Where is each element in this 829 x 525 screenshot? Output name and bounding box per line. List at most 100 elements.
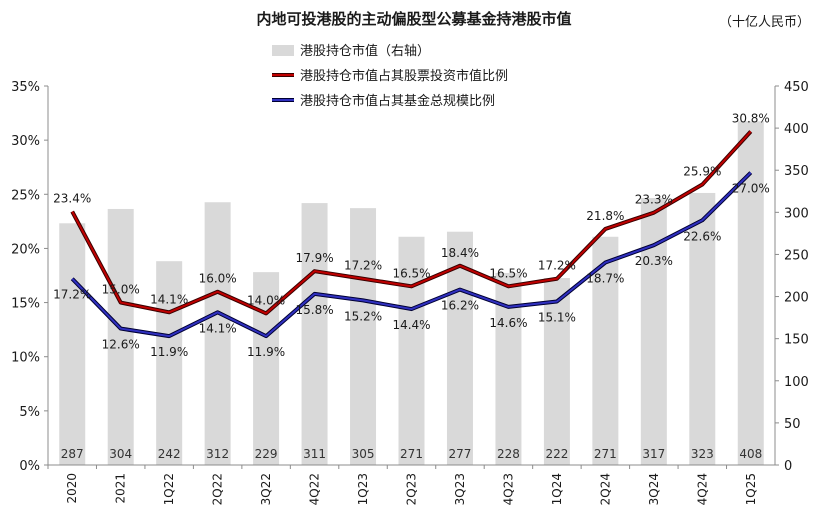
bar-label-3Q24: 317 [642, 447, 665, 461]
lines [70, 130, 753, 339]
bar-label-1Q24: 222 [545, 447, 568, 461]
left-tick-label: 20% [11, 242, 40, 257]
left-tick-label: 30% [11, 134, 40, 149]
bar-2Q23 [398, 236, 425, 465]
line1-label-2Q22: 16.0% [199, 272, 237, 286]
x-tick-label-1Q22: 1Q22 [162, 473, 176, 505]
line2-label-2Q22: 14.1% [199, 321, 237, 335]
bar-2Q22 [204, 202, 231, 465]
bars: 287 304 242 312 229 311 305 271 277 228 222 271 317 3… [59, 121, 764, 465]
right-tick-label: 350 [784, 164, 809, 179]
line2-label-4Q22: 15.8% [296, 303, 334, 317]
bar-label-4Q22: 311 [303, 447, 326, 461]
left-tick-label: 5% [19, 405, 40, 420]
left-tick-label: 25% [11, 188, 40, 203]
line1-label-3Q24: 23.3% [635, 193, 673, 207]
bar-label-1Q25: 408 [739, 447, 762, 461]
x-tick-label-2021: 2021 [114, 473, 128, 504]
line-series-2 [71, 171, 752, 338]
bar-label-4Q24: 323 [691, 447, 714, 461]
bar-2020 [59, 223, 86, 465]
data-labels: 23.4% 15.0% 14.1% 16.0% 14.0% 17.9% 17.2% 16.5%… [53, 111, 770, 359]
bar-1Q23 [350, 208, 377, 465]
right-tick-label: 400 [784, 122, 809, 137]
line1-label-2021: 15.0% [102, 283, 140, 297]
line2-label-1Q25: 27.0% [732, 182, 770, 196]
left-tick-label: 10% [11, 351, 40, 366]
bar-label-2Q23: 271 [400, 447, 423, 461]
line2-label-4Q24: 22.6% [683, 229, 721, 243]
line2-label-2020: 17.2% [53, 288, 91, 302]
bar-label-1Q23: 305 [352, 447, 375, 461]
bar-label-2Q22: 312 [206, 447, 229, 461]
x-tick-label-4Q24: 4Q24 [695, 473, 709, 505]
bar-3Q24 [640, 198, 667, 465]
x-tick-label-2Q22: 2Q22 [211, 473, 225, 505]
right-tick-label: 250 [784, 248, 809, 263]
bar-4Q22 [301, 203, 328, 465]
x-tick-label-3Q24: 3Q24 [647, 473, 661, 505]
bar-label-2021: 304 [109, 447, 132, 461]
line1-label-3Q22: 14.0% [247, 293, 285, 307]
left-tick-label: 0% [19, 459, 40, 474]
line2-label-3Q24: 20.3% [635, 254, 673, 268]
legend-swatch-bar [272, 45, 294, 56]
x-tick-label-4Q23: 4Q23 [501, 473, 515, 505]
line2-label-3Q22: 11.9% [247, 345, 285, 359]
line1-label-4Q22: 17.9% [296, 251, 334, 265]
axes: 0% 5% 10% 15% 20% 25% 30% 35% 0 50 100 150 200 250 300… [11, 80, 809, 505]
line2-label-3Q23: 16.2% [441, 299, 479, 313]
line-series-1 [71, 130, 752, 315]
x-tick-label-1Q23: 1Q23 [356, 473, 370, 505]
right-tick-label: 150 [784, 333, 809, 348]
line1-label-3Q23: 18.4% [441, 246, 479, 260]
bar-1Q24 [543, 278, 570, 465]
bar-label-3Q23: 277 [449, 447, 472, 461]
right-tick-label: 0 [784, 459, 792, 474]
line1-label-2Q23: 16.5% [392, 266, 430, 280]
line1-label-4Q24: 25.9% [683, 165, 721, 179]
line1-label-4Q23: 16.5% [489, 266, 527, 280]
left-tick-label: 15% [11, 297, 40, 312]
line2-label-1Q24: 15.1% [538, 310, 576, 324]
x-tick-label-3Q23: 3Q23 [453, 473, 467, 505]
line2-label-2Q23: 14.4% [392, 318, 430, 332]
line1-label-1Q22: 14.1% [150, 292, 188, 306]
legend-label-line1: 港股持仓市值占其股票投资市值比例 [300, 68, 508, 84]
left-tick-label: 35% [11, 80, 40, 95]
bar-label-2020: 287 [61, 447, 84, 461]
right-tick-label: 200 [784, 291, 809, 306]
x-tick-label-1Q25: 1Q25 [744, 473, 758, 505]
bar-1Q22 [156, 261, 183, 465]
bar-label-2Q24: 271 [594, 447, 617, 461]
line2-label-2Q24: 18.7% [586, 272, 624, 286]
right-tick-label: 100 [784, 375, 809, 390]
legend-label-bar: 港股持仓市值（右轴） [300, 43, 430, 59]
unit-label: （十亿人民币） [719, 15, 810, 30]
bar-label-3Q22: 229 [255, 447, 278, 461]
bar-2Q24 [592, 236, 619, 465]
line2-label-1Q23: 15.2% [344, 309, 382, 323]
legend: 港股持仓市值（右轴） 港股持仓市值占其股票投资市值比例 港股持仓市值占其基金总规… [272, 43, 508, 109]
line1-label-1Q24: 17.2% [538, 259, 576, 273]
right-tick-label: 50 [784, 417, 801, 432]
line2-label-4Q23: 14.6% [489, 316, 527, 330]
bar-label-4Q23: 228 [497, 447, 520, 461]
x-tick-label-2Q24: 2Q24 [598, 473, 612, 505]
line2-label-1Q22: 11.9% [150, 345, 188, 359]
right-tick-label: 300 [784, 206, 809, 221]
chart-title: 内地可投港股的主动偏股型公募基金持港股市值 [256, 10, 571, 28]
bar-4Q24 [689, 192, 716, 465]
x-tick-label-2020: 2020 [65, 473, 79, 504]
x-tick-label-3Q22: 3Q22 [259, 473, 273, 505]
right-tick-label: 450 [784, 80, 809, 95]
line1-label-2020: 23.4% [53, 192, 91, 206]
line2-label-2021: 12.6% [102, 338, 140, 352]
legend-label-line2: 港股持仓市值占其基金总规模比例 [300, 93, 495, 109]
x-tick-label-2Q23: 2Q23 [405, 473, 419, 505]
x-tick-label-4Q22: 4Q22 [308, 473, 322, 505]
bar-label-1Q22: 242 [158, 447, 181, 461]
x-tick-label-1Q24: 1Q24 [550, 473, 564, 505]
line1-label-1Q25: 30.8% [732, 111, 770, 125]
